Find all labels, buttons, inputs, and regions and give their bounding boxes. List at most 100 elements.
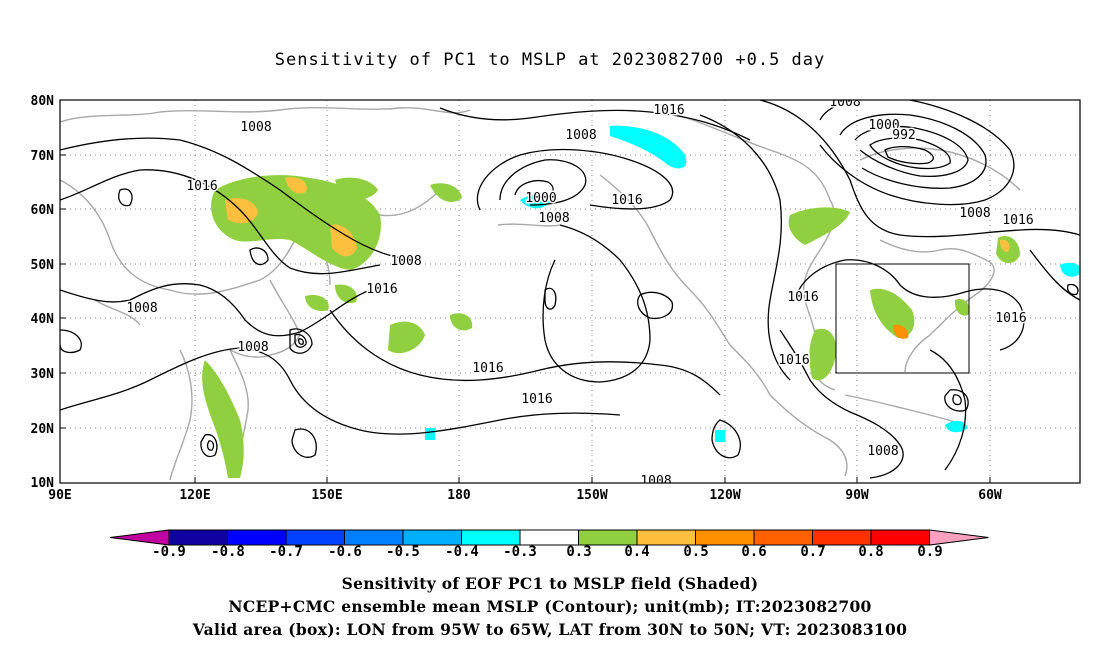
shade-negative-arctic xyxy=(610,125,687,169)
colorbar-tick-label: -0.8 xyxy=(211,544,245,560)
colorbar xyxy=(109,529,989,546)
shade-orange-c xyxy=(285,177,307,194)
colorbar-segment xyxy=(519,529,579,546)
colorbar-tick-label: 0.9 xyxy=(917,544,942,560)
colorbar-low-end xyxy=(109,529,170,546)
colorbar-tick-label: 0.4 xyxy=(624,544,649,560)
longitude-labels: 90E 120E 150E 180 150W 120W 90W 60W xyxy=(48,488,1002,503)
shade-negative-mexico xyxy=(715,430,725,442)
contour-labels: 1016 1008 1008 1000 992 1008 1016 1016 1… xyxy=(125,95,1035,489)
contour-label: 1008 xyxy=(565,128,596,143)
lat-label: 20N xyxy=(31,422,55,437)
contour-label: 1016 xyxy=(653,103,684,118)
shade-positive-ne-siberia xyxy=(335,177,378,200)
shade-positive-kamchatka xyxy=(335,284,357,304)
lon-label: 90E xyxy=(48,488,71,503)
colorbar-segment xyxy=(227,529,287,546)
contour-label: 1016 xyxy=(787,290,818,305)
shade-positive-philippines xyxy=(202,360,244,478)
colorbar-segment xyxy=(461,529,521,546)
colorbar-tick-label: 0.5 xyxy=(683,544,708,560)
colorbar-segment xyxy=(753,529,813,546)
mslp-contours xyxy=(60,100,1080,479)
colorbar-segment xyxy=(870,529,930,546)
contour-label: 1008 xyxy=(867,444,898,459)
sensitivity-shading xyxy=(202,125,1080,478)
shade-positive-east-us xyxy=(870,288,915,338)
lon-label: 90W xyxy=(845,488,869,503)
lat-label: 50N xyxy=(31,258,55,273)
shade-orange-east-us xyxy=(893,324,909,339)
lat-label: 70N xyxy=(31,149,55,164)
shade-positive-hudson xyxy=(788,207,850,245)
colorbar-tick-label: 0.8 xyxy=(858,544,883,560)
lon-label: 120W xyxy=(709,488,740,503)
contour-label: 1016 xyxy=(995,311,1026,326)
colorbar-segment xyxy=(695,529,755,546)
colorbar-tick-label: 0.6 xyxy=(741,544,766,560)
colorbar-segment xyxy=(285,529,345,546)
colorbar-tick-label: 0.3 xyxy=(566,544,591,560)
colorbar-segment xyxy=(344,529,404,546)
lon-label: 180 xyxy=(447,488,471,503)
colorbar-tick-label: -0.6 xyxy=(328,544,362,560)
colorbar-tick-label: -0.7 xyxy=(269,544,303,560)
colorbar-tick-label: -0.4 xyxy=(445,544,479,560)
shade-positive-japan-sea xyxy=(305,294,329,312)
contour-label: 1008 xyxy=(959,206,990,221)
contour-label: 1016 xyxy=(186,179,217,194)
contour-label: 1016 xyxy=(366,282,397,297)
contour-label: 992 xyxy=(892,128,915,143)
chart-title: Sensitivity of PC1 to MSLP at 2023082700… xyxy=(274,50,826,70)
footer-caption-contour: NCEP+CMC ensemble mean MSLP (Contour); u… xyxy=(228,597,872,616)
contour-label: 1008 xyxy=(126,301,157,316)
contour-label: 1000 xyxy=(525,191,556,206)
shade-positive-aleutian xyxy=(430,183,462,202)
colorbar-tick-label: -0.3 xyxy=(503,544,537,560)
lat-label: 10N xyxy=(31,476,55,491)
contour-label: 1008 xyxy=(240,120,271,135)
colorbar-tick-label: -0.5 xyxy=(386,544,420,560)
shade-negative-caribbean xyxy=(945,420,968,433)
lon-label: 150E xyxy=(311,488,342,503)
contour-label: 1008 xyxy=(640,474,671,489)
contour-label: 1016 xyxy=(778,353,809,368)
shade-positive-gulf xyxy=(809,328,837,381)
contour-label: 1000 xyxy=(868,118,899,133)
lon-label: 150W xyxy=(576,488,607,503)
latitude-labels: 80N 70N 60N 50N 40N 30N 20N 10N xyxy=(31,94,55,491)
colorbar-segment xyxy=(168,529,228,546)
shade-positive-np1 xyxy=(388,321,425,354)
shade-orange-b xyxy=(330,224,357,257)
axis-ticks xyxy=(60,154,991,483)
colorbar-labels: -0.9 -0.8 -0.7 -0.6 -0.5 -0.4 -0.3 0.3 0… xyxy=(152,544,943,560)
shade-negative-pacific xyxy=(425,428,435,440)
contour-label: 1016 xyxy=(521,392,552,407)
lat-label: 60N xyxy=(31,203,55,218)
footer-caption-valid-area: Valid area (box): LON from 95W to 65W, L… xyxy=(192,620,908,639)
colorbar-segment xyxy=(812,529,872,546)
colorbar-tick-label: -0.9 xyxy=(152,544,186,560)
contour-label: 1008 xyxy=(390,254,421,269)
shade-positive-np2 xyxy=(450,313,473,331)
footer-caption-shading: Sensitivity of EOF PC1 to MSLP field (Sh… xyxy=(341,574,759,593)
lat-label: 80N xyxy=(31,94,55,109)
contour-label: 1008 xyxy=(829,95,860,110)
lat-label: 30N xyxy=(31,367,55,382)
colorbar-high-end xyxy=(929,529,989,546)
contour-label: 1016 xyxy=(1002,213,1033,228)
colorbar-segment xyxy=(402,529,462,546)
shade-positive-atlantic xyxy=(954,299,970,316)
contour-label: 1008 xyxy=(538,211,569,226)
contour-label: 1016 xyxy=(611,193,642,208)
contour-label: 1016 xyxy=(472,361,503,376)
contour-label: 1008 xyxy=(237,340,268,355)
map-frame xyxy=(60,100,1080,483)
lon-label: 60W xyxy=(978,488,1002,503)
colorbar-segment xyxy=(636,529,696,546)
valid-area-box xyxy=(835,263,970,374)
colorbar-segment xyxy=(578,529,638,546)
shade-orange-nova xyxy=(1000,239,1010,252)
lon-label: 120E xyxy=(179,488,210,503)
